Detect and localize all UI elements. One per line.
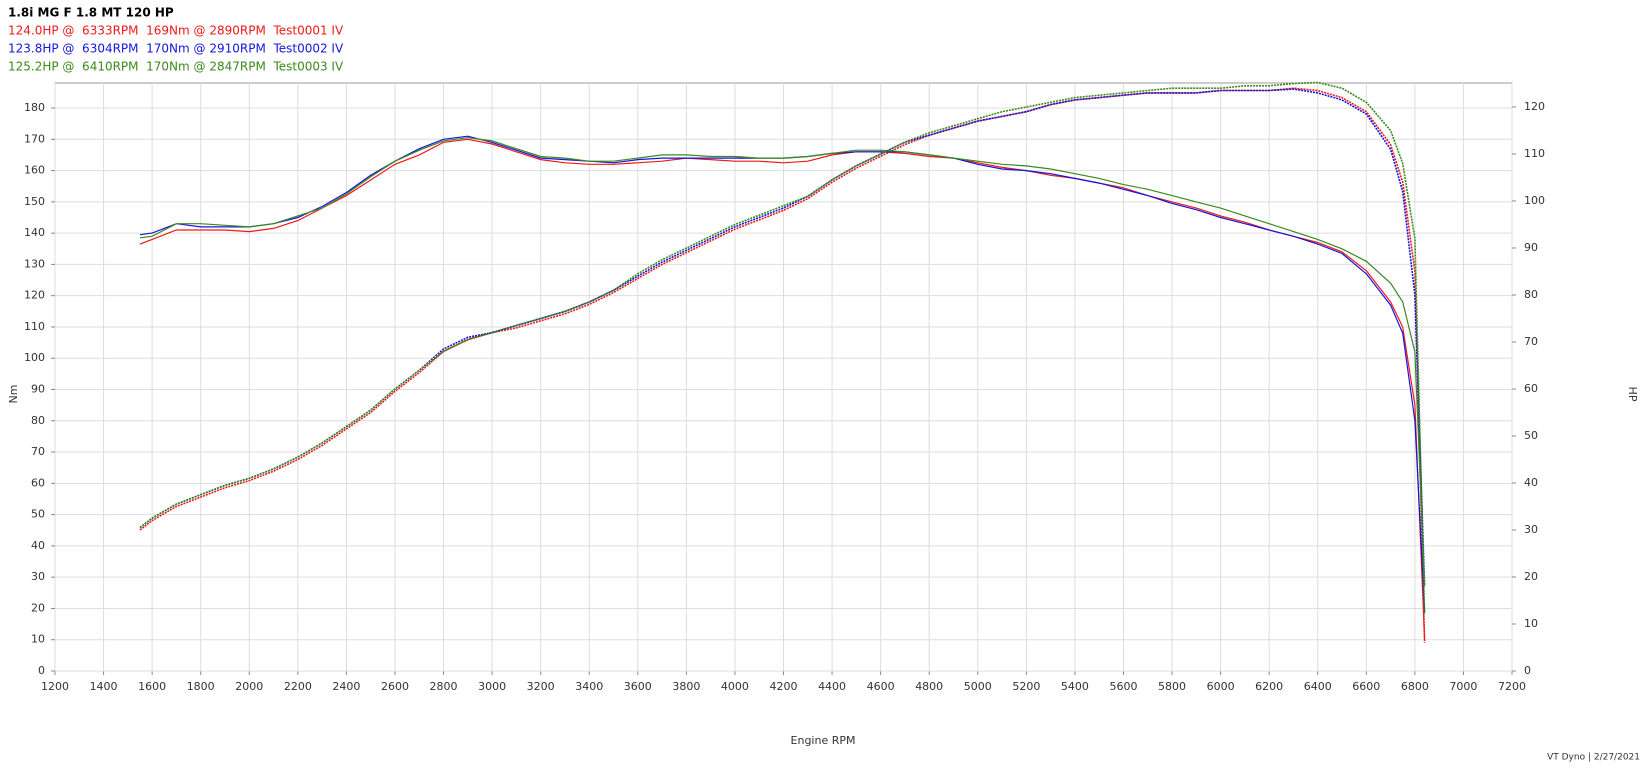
y-tick-label: 60 (31, 476, 45, 489)
x-tick-label: 4400 (818, 680, 846, 693)
torque-line (139, 135, 1426, 612)
x-tick-label: 2000 (235, 680, 263, 693)
x-tick-label: 5200 (1012, 680, 1040, 693)
torque-line (139, 138, 1426, 640)
x-tick-label: 3600 (624, 680, 652, 693)
y2-tick-label: 60 (1524, 382, 1538, 395)
y-tick-label: 170 (24, 132, 45, 145)
y-tick-label: 40 (31, 539, 45, 552)
x-tick-label: 6400 (1304, 680, 1332, 693)
x-tick-label: 1400 (90, 680, 118, 693)
y2-tick-label: 120 (1524, 100, 1545, 113)
y2-tick-label: 110 (1524, 147, 1545, 160)
y-tick-label: 110 (24, 320, 45, 333)
power-line (139, 87, 1426, 643)
y-tick-label: 90 (31, 383, 45, 396)
x-tick-label: 6200 (1255, 680, 1283, 693)
y-tick-label: 80 (31, 414, 45, 427)
x-tick-label: 5800 (1158, 680, 1186, 693)
x-axis-label: Engine RPM (791, 734, 856, 747)
y-tick-label: 130 (24, 257, 45, 270)
x-tick-label: 1200 (41, 680, 69, 693)
x-tick-label: 3800 (672, 680, 700, 693)
x-tick-label: 6600 (1352, 680, 1380, 693)
y2-tick-label: 0 (1524, 664, 1531, 677)
y-axis-label: Nm (7, 385, 20, 404)
y-tick-label: 120 (24, 289, 45, 302)
y2-tick-label: 90 (1524, 241, 1538, 254)
y-tick-label: 160 (24, 164, 45, 177)
x-tick-label: 4800 (915, 680, 943, 693)
x-tick-label: 4000 (721, 680, 749, 693)
y-tick-label: 70 (31, 445, 45, 458)
y2-tick-label: 100 (1524, 194, 1545, 207)
x-tick-label: 3200 (527, 680, 555, 693)
x-tick-label: 7200 (1498, 680, 1526, 693)
legend-entry: 123.8HP @ 6304RPM 170Nm @ 2910RPM Test00… (8, 42, 344, 56)
power-line (139, 81, 1426, 615)
x-tick-label: 6000 (1207, 680, 1235, 693)
y2-tick-label: 10 (1524, 617, 1538, 630)
legend-entry: 124.0HP @ 6333RPM 169Nm @ 2890RPM Test00… (8, 24, 344, 38)
footer: VT Dyno | 2/27/2021 (1547, 753, 1640, 763)
y2-tick-label: 70 (1524, 335, 1538, 348)
y-tick-label: 180 (24, 101, 45, 114)
x-tick-label: 5000 (964, 680, 992, 693)
y2-axis-label: HP (1626, 387, 1639, 402)
x-tick-label: 2600 (381, 680, 409, 693)
y-tick-label: 10 (31, 633, 45, 646)
y2-tick-label: 80 (1524, 288, 1538, 301)
x-tick-label: 6800 (1401, 680, 1429, 693)
x-tick-label: 2400 (332, 680, 360, 693)
torque-line (139, 137, 1426, 587)
y2-tick-label: 30 (1524, 523, 1538, 536)
y2-tick-label: 40 (1524, 476, 1538, 489)
x-tick-label: 5600 (1109, 680, 1137, 693)
y-tick-label: 50 (31, 508, 45, 521)
chart-title: 1.8i MG F 1.8 MT 120 HP (8, 6, 174, 20)
power-line (139, 88, 1426, 587)
y-tick-label: 20 (31, 601, 45, 614)
y-tick-label: 100 (24, 351, 45, 364)
x-tick-label: 1800 (187, 680, 215, 693)
x-tick-label: 2800 (430, 680, 458, 693)
x-tick-label: 3000 (478, 680, 506, 693)
y2-tick-label: 50 (1524, 429, 1538, 442)
y-tick-label: 30 (31, 570, 45, 583)
legend-entry: 125.2HP @ 6410RPM 170Nm @ 2847RPM Test00… (8, 60, 344, 74)
y-tick-label: 140 (24, 226, 45, 239)
x-tick-label: 3400 (575, 680, 603, 693)
x-tick-label: 7000 (1449, 680, 1477, 693)
x-tick-label: 1600 (138, 680, 166, 693)
x-tick-label: 4600 (867, 680, 895, 693)
y-tick-label: 150 (24, 195, 45, 208)
y-tick-label: 0 (38, 664, 45, 677)
y2-tick-label: 20 (1524, 570, 1538, 583)
x-tick-label: 2200 (284, 680, 312, 693)
x-tick-label: 5400 (1061, 680, 1089, 693)
x-tick-label: 4200 (770, 680, 798, 693)
